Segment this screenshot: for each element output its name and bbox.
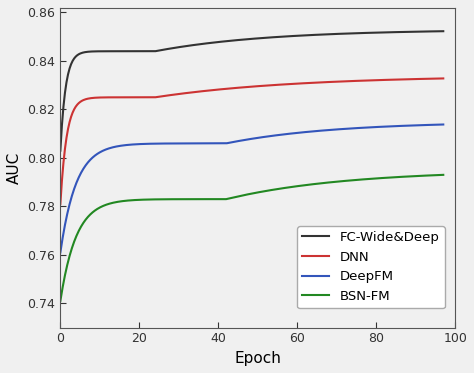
X-axis label: Epoch: Epoch — [234, 351, 281, 366]
Line: FC-Wide&Deep: FC-Wide&Deep — [60, 31, 443, 151]
Line: DNN: DNN — [60, 78, 443, 204]
BSN-FM — [285, 185, 291, 189]
FC-Wide&Deep — [57, 148, 63, 153]
Y-axis label: AUC: AUC — [7, 151, 22, 184]
FC-Wide&Deep — [431, 29, 437, 34]
DeepFM — [285, 132, 291, 136]
DNN — [371, 78, 377, 82]
BSN-FM — [57, 299, 63, 303]
DNN — [431, 76, 437, 81]
FC-Wide&Deep — [239, 37, 245, 42]
DeepFM — [371, 125, 377, 129]
DeepFM — [440, 122, 446, 127]
BSN-FM — [239, 193, 245, 198]
DeepFM — [57, 250, 63, 255]
DNN — [285, 82, 291, 87]
DeepFM — [242, 138, 247, 142]
DNN — [242, 85, 247, 90]
DeepFM — [431, 122, 437, 127]
Line: BSN-FM: BSN-FM — [60, 175, 443, 301]
FC-Wide&Deep — [264, 35, 270, 40]
DNN — [440, 76, 446, 81]
FC-Wide&Deep — [242, 37, 247, 42]
FC-Wide&Deep — [371, 31, 377, 35]
BSN-FM — [371, 176, 377, 181]
BSN-FM — [264, 188, 270, 193]
DeepFM — [264, 134, 270, 139]
BSN-FM — [242, 193, 247, 197]
DNN — [57, 202, 63, 206]
BSN-FM — [440, 173, 446, 177]
Legend: FC-Wide&Deep, DNN, DeepFM, BSN-FM: FC-Wide&Deep, DNN, DeepFM, BSN-FM — [297, 226, 445, 308]
BSN-FM — [431, 173, 437, 178]
DNN — [264, 83, 270, 88]
DeepFM — [239, 138, 245, 142]
FC-Wide&Deep — [440, 29, 446, 34]
DNN — [239, 85, 245, 90]
Line: DeepFM: DeepFM — [60, 125, 443, 253]
FC-Wide&Deep — [285, 34, 291, 38]
